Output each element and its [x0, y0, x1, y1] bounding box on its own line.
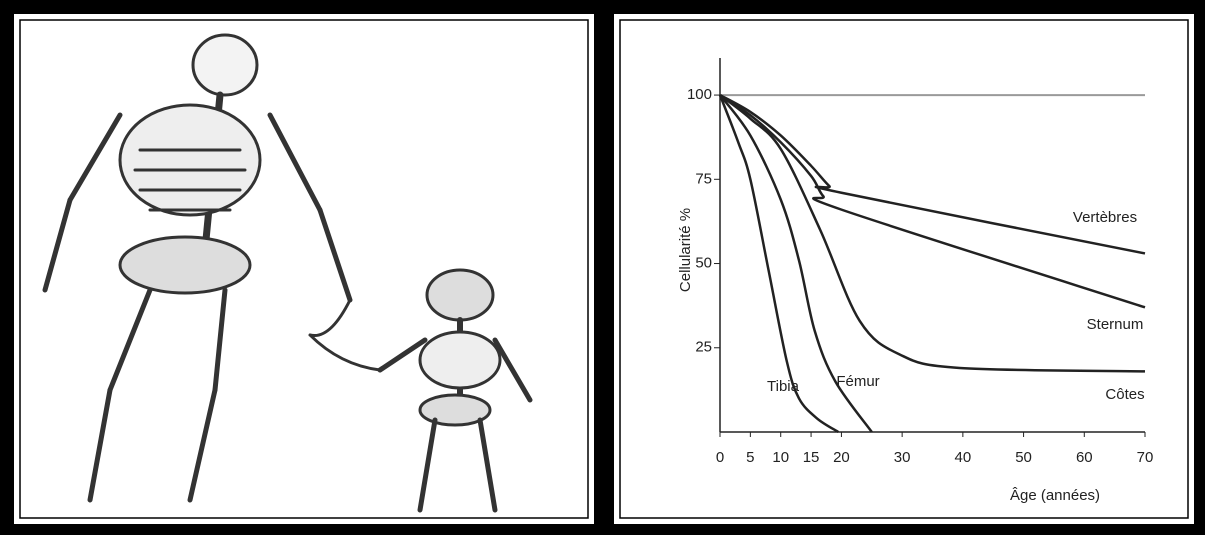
x-tick-label: 50	[1015, 449, 1032, 466]
series-label: Côtes	[1105, 386, 1144, 403]
figure: Âge (années) Cellularité % 25 50 75 100 0 5 10…	[0, 0, 1205, 535]
x-tick-label: 40	[955, 449, 972, 466]
x-tick-label: 10	[772, 449, 789, 466]
x-tick-label: 60	[1076, 449, 1093, 466]
page: Âge (années) Cellularité % 25 50 75 100 0 5 10…	[0, 0, 1205, 535]
series-label: Vertèbres	[1073, 209, 1137, 226]
y-tick-label: 100	[687, 86, 712, 103]
y-axis-label: Cellularité %	[677, 208, 694, 292]
x-tick-label: 0	[716, 449, 724, 466]
x-tick-label: 15	[803, 449, 820, 466]
x-axis-label: Âge (années)	[1010, 487, 1100, 504]
series-label: Sternum	[1087, 316, 1144, 333]
x-tick-label: 5	[746, 449, 754, 466]
x-tick-label: 20	[833, 449, 850, 466]
y-tick-label: 50	[695, 255, 712, 272]
y-tick-label: 75	[695, 170, 712, 187]
y-tick-label: 25	[695, 339, 712, 356]
series-label: Tibia	[767, 378, 800, 395]
series-label: Fémur	[836, 373, 879, 390]
x-tick-label: 70	[1137, 449, 1154, 466]
x-tick-label: 30	[894, 449, 911, 466]
